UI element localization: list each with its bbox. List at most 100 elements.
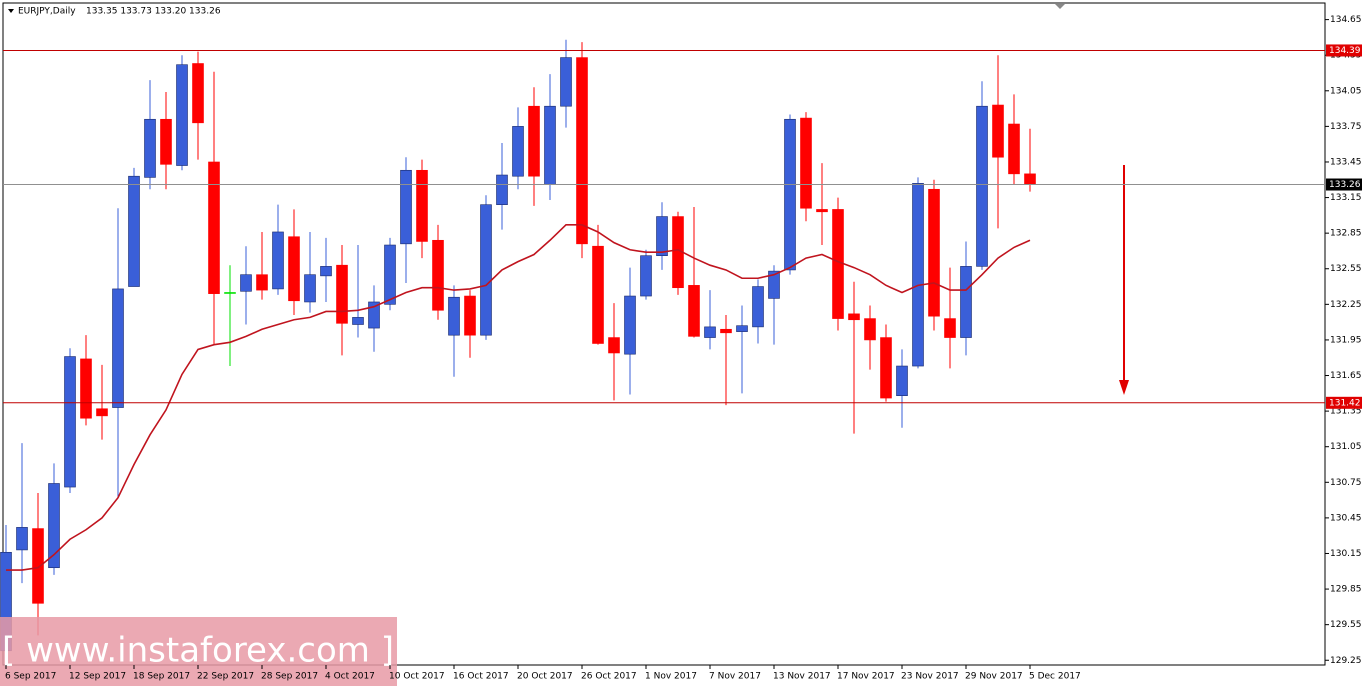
candle-body bbox=[560, 57, 572, 107]
candle-body bbox=[624, 295, 636, 355]
candle-body bbox=[480, 204, 492, 336]
candle-body bbox=[320, 266, 332, 277]
level-label: 131.42 bbox=[1329, 398, 1361, 408]
candle-body bbox=[544, 105, 556, 185]
y-tick-label: 129.55 bbox=[1330, 620, 1362, 630]
level-label-box bbox=[1326, 178, 1362, 191]
candle-body bbox=[80, 358, 92, 419]
candle-body bbox=[432, 239, 444, 311]
candle-body bbox=[224, 292, 236, 294]
candle-body bbox=[608, 337, 620, 354]
candle-body bbox=[32, 528, 44, 604]
x-tick-label: 12 Sep 2017 bbox=[69, 672, 126, 682]
candle-body bbox=[784, 118, 796, 271]
candle-body bbox=[704, 326, 716, 338]
level-label-box bbox=[1326, 44, 1362, 57]
watermark: [ www.instaforex.com ] bbox=[2, 631, 394, 671]
x-tick-label: 18 Sep 2017 bbox=[133, 672, 190, 682]
level-label: 134.39 bbox=[1329, 46, 1361, 56]
candle-body bbox=[144, 118, 156, 178]
candle-body bbox=[976, 105, 988, 267]
candle-body bbox=[736, 325, 748, 332]
level-label: 133.26 bbox=[1329, 180, 1361, 190]
y-tick-label: 130.15 bbox=[1330, 549, 1362, 559]
candle-body bbox=[192, 63, 204, 124]
candle-body bbox=[512, 126, 524, 177]
candle-body bbox=[688, 285, 700, 337]
candle-body bbox=[656, 216, 668, 256]
x-tick-label: 22 Sep 2017 bbox=[197, 672, 254, 682]
x-tick-label: 10 Oct 2017 bbox=[389, 672, 445, 682]
candle-body bbox=[944, 318, 956, 338]
candle-body bbox=[400, 169, 412, 245]
moving-average bbox=[6, 224, 1031, 571]
candle-body bbox=[832, 209, 844, 319]
y-tick-label: 132.85 bbox=[1330, 229, 1362, 239]
candle-body bbox=[272, 231, 284, 290]
level-label-box bbox=[1326, 396, 1362, 409]
candle-body bbox=[1024, 173, 1036, 185]
candle-body bbox=[880, 337, 892, 399]
candle-body bbox=[48, 483, 60, 569]
candle-body bbox=[896, 365, 908, 396]
x-tick-label: 4 Oct 2017 bbox=[325, 672, 375, 682]
candle-body bbox=[464, 295, 476, 336]
candle-body bbox=[160, 118, 172, 165]
x-tick-label: 7 Nov 2017 bbox=[709, 672, 761, 682]
candle-body bbox=[176, 64, 188, 166]
candle-body bbox=[528, 105, 540, 177]
candle-body bbox=[416, 169, 428, 242]
x-tick-label: 13 Nov 2017 bbox=[773, 672, 831, 682]
candle-body bbox=[336, 264, 348, 324]
candle-body bbox=[368, 301, 380, 329]
candle-body bbox=[640, 255, 652, 297]
candle-body bbox=[928, 188, 940, 317]
arrow-head bbox=[1119, 380, 1129, 395]
x-tick-label: 17 Nov 2017 bbox=[837, 672, 895, 682]
candle-body bbox=[16, 527, 28, 551]
candle-body bbox=[912, 183, 924, 367]
x-tick-label: 5 Dec 2017 bbox=[1029, 672, 1081, 682]
candle-body bbox=[64, 356, 76, 488]
candle-body bbox=[848, 313, 860, 321]
y-tick-label: 132.55 bbox=[1330, 264, 1362, 274]
menu-arrow bbox=[8, 9, 14, 13]
y-tick-label: 132.25 bbox=[1330, 300, 1362, 310]
y-tick-label: 133.15 bbox=[1330, 193, 1362, 203]
candle-body bbox=[1008, 123, 1020, 175]
candle-body bbox=[800, 117, 812, 209]
y-tick-label: 131.35 bbox=[1330, 407, 1362, 417]
x-tick-label: 20 Oct 2017 bbox=[517, 672, 573, 682]
candle-body bbox=[448, 296, 460, 336]
x-tick-label: 6 Sep 2017 bbox=[5, 672, 56, 682]
y-tick-label: 133.75 bbox=[1330, 122, 1362, 132]
candle-body bbox=[240, 274, 252, 292]
candle-body bbox=[112, 288, 124, 408]
candle-body bbox=[128, 175, 140, 287]
candle-body bbox=[384, 244, 396, 305]
candle-body bbox=[864, 318, 876, 341]
y-tick-label: 130.45 bbox=[1330, 513, 1362, 523]
x-tick-label: 28 Sep 2017 bbox=[261, 672, 318, 682]
candle-body bbox=[496, 174, 508, 205]
y-tick-label: 129.85 bbox=[1330, 585, 1362, 595]
y-tick-label: 130.75 bbox=[1330, 478, 1362, 488]
y-tick-label: 133.45 bbox=[1330, 157, 1362, 167]
x-tick-label: 1 Nov 2017 bbox=[645, 672, 697, 682]
y-tick-label: 134.65 bbox=[1330, 15, 1362, 25]
plot-area bbox=[2, 2, 1326, 666]
candle-body bbox=[720, 328, 732, 334]
candle-body bbox=[576, 57, 588, 245]
candle-body bbox=[752, 286, 764, 328]
watermark-box bbox=[0, 617, 397, 686]
candle-body bbox=[352, 317, 364, 325]
candle-body bbox=[256, 274, 268, 291]
x-tick-label: 23 Nov 2017 bbox=[901, 672, 959, 682]
y-tick-label: 131.65 bbox=[1330, 371, 1362, 381]
x-tick-label: 26 Oct 2017 bbox=[581, 672, 637, 682]
candle-body bbox=[768, 270, 780, 299]
x-tick-label: 29 Nov 2017 bbox=[965, 672, 1023, 682]
candle-body bbox=[816, 209, 828, 213]
candle-body bbox=[96, 408, 108, 417]
